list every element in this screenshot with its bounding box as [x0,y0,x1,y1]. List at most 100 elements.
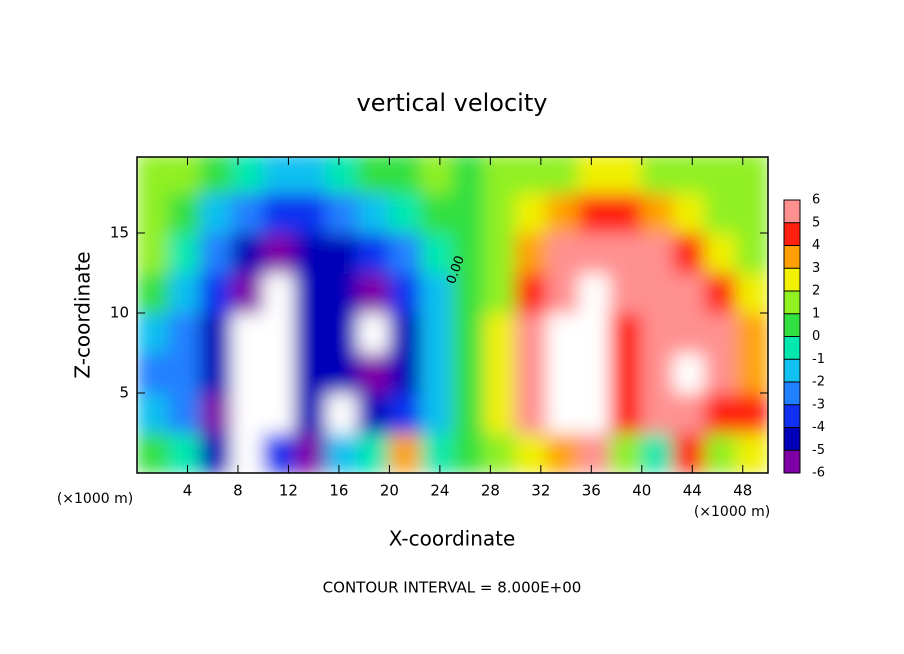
colorbar-swatch [784,268,800,291]
field-cell [704,432,737,473]
colorbar-tick-label: -2 [812,375,825,390]
field-cell [388,432,422,473]
field-cell [515,352,548,394]
colorbar-swatch [784,245,800,269]
field-cell [452,352,485,394]
field-cell [137,232,170,274]
colorbar-tick-label: 5 [812,215,820,230]
x-tick-label: 40 [632,482,651,500]
field-cell [137,432,170,473]
colorbar-tick-label: 6 [812,193,820,208]
field-cell [294,312,327,354]
field-cell [483,157,517,194]
x-tick-label: 44 [683,482,702,500]
field-cell [672,432,706,473]
field-cell [199,352,233,394]
field-cell [515,232,548,274]
field-cell [357,312,390,354]
field-cell [483,392,517,434]
field-cell [294,232,327,274]
field-cell [231,392,264,434]
field-cell [672,272,706,314]
x-tick-label: 48 [733,482,752,500]
field-cell [704,392,737,434]
y-axis-label: Z-coordinate [71,251,95,378]
field-cell [609,352,643,394]
field-cell [420,272,453,314]
field-cell [168,272,201,314]
field-cell [262,432,296,473]
field-cell [294,272,327,314]
field-cell [294,352,327,394]
field-cell [420,157,453,194]
field-cell [137,352,170,394]
field-cell [672,232,706,274]
colorbar-tick-label: 4 [812,238,820,253]
field-cell [546,392,580,434]
field-cell [578,232,611,274]
x-tick-label: 36 [582,482,601,500]
colorbar-tick-label: 0 [812,329,820,344]
field-cell [546,272,580,314]
field-cell [578,432,611,473]
field-cell [672,392,706,434]
field-cell [199,232,233,274]
colorbar-swatch [784,313,800,337]
field-cell [357,432,390,473]
field-cell [735,312,768,354]
field-cell [704,192,737,234]
field-cell [672,352,706,394]
field-cell [357,232,390,274]
field-cell [641,352,674,394]
field-cell [704,312,737,354]
x-tick-label: 16 [329,482,348,500]
field-cell [262,312,296,354]
field-cell [294,432,327,473]
field-cell [325,312,359,354]
field-cell [735,232,768,274]
field-cell [262,272,296,314]
y-tick-label: 15 [110,224,129,242]
field-cell [388,352,422,394]
field-cell [641,392,674,434]
field-cell [357,192,390,234]
field-cell [137,312,170,354]
field-cells [137,157,768,473]
field-cell [672,192,706,234]
field-cell [262,232,296,274]
field-cell [388,392,422,434]
field-cell [546,157,580,194]
colorbar-swatch [784,200,800,223]
field-cell [137,192,170,234]
field-cell [420,352,453,394]
field-cell [294,192,327,234]
field-cell [388,232,422,274]
field-cell [294,392,327,434]
field-cell [452,232,485,274]
field-cell [231,312,264,354]
field-cell [199,312,233,354]
x-axis-label: X-coordinate [389,527,516,551]
field-cell [262,157,296,194]
field-cell [483,312,517,354]
field-cell [578,392,611,434]
field-cell [231,157,264,194]
field-cell [357,157,390,194]
field-cell [388,312,422,354]
field-cell [546,352,580,394]
field-cell [578,272,611,314]
colorbar-tick-label: -3 [812,397,825,412]
field-cell [357,392,390,434]
colorbar-swatch [784,291,800,314]
field-cell [388,272,422,314]
x-tick-label: 24 [430,482,449,500]
field-cell [168,192,201,234]
x-tick-label: 4 [183,482,193,500]
field-cell [452,192,485,234]
field-cell [137,272,170,314]
field-cell [262,192,296,234]
field-cell [420,312,453,354]
field-cell [294,157,327,194]
field-cell [483,432,517,473]
